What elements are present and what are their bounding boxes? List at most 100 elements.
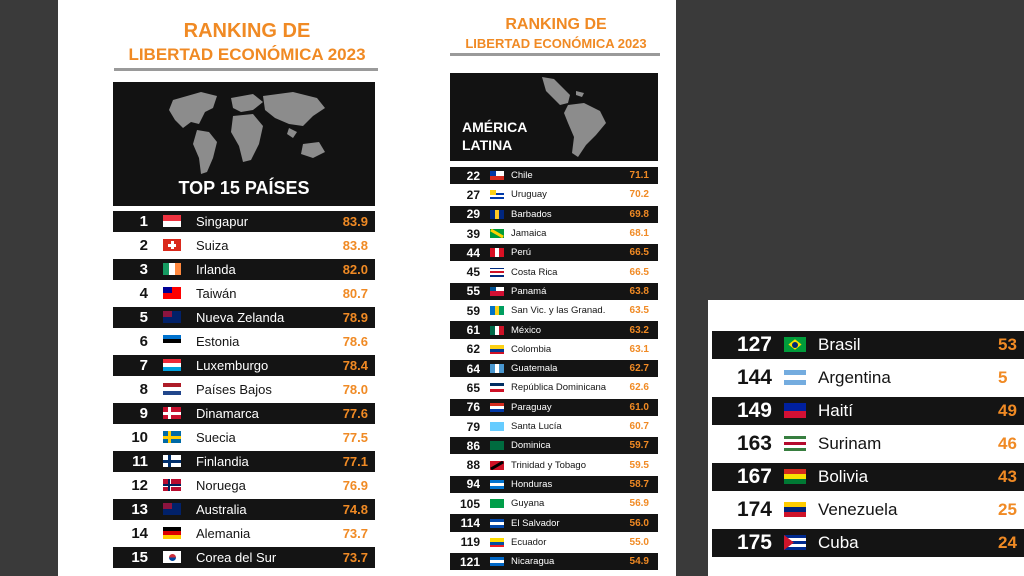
score-value: 80.7 — [342, 285, 368, 301]
table-row: 121 Nicaragua 54.9 — [450, 553, 658, 571]
luxembourg-flag-icon — [163, 359, 181, 371]
latam-continuation-panel: 127 Brasil 53 144 Argentina 5 149 Haití 49 163 Sur… — [708, 300, 1024, 576]
score-value: 60.7 — [629, 421, 649, 433]
score-value: 59.5 — [629, 459, 649, 471]
paraguay-flag-icon — [490, 402, 504, 412]
table-row: 86 Dominica 59.7 — [450, 437, 658, 455]
panel-title-line1: RANKING DE — [505, 16, 607, 33]
score-value: 73.7 — [342, 525, 368, 541]
rank-number: 94 — [466, 477, 480, 492]
finland-flag-icon — [163, 455, 181, 467]
score-value: 63.5 — [629, 305, 649, 317]
south-korea-flag-icon — [163, 551, 181, 563]
score-value: 46 — [998, 433, 1017, 453]
country-name: Brasil — [818, 334, 861, 354]
table-row: 61 México 63.2 — [450, 321, 658, 339]
table-row: 163 Surinam 46 — [712, 429, 1024, 458]
country-name: Barbados — [511, 208, 552, 220]
argentina-flag-icon — [784, 370, 806, 385]
table-row: 6 Estonia 78.6 — [113, 330, 375, 352]
country-name: Estonia — [196, 333, 240, 349]
score-value: 78.6 — [342, 333, 368, 349]
country-name: Jamaica — [511, 228, 547, 240]
table-row: 64 Guatemala 62.7 — [450, 360, 658, 378]
score-value: 66.5 — [629, 247, 649, 259]
score-value: 61.0 — [629, 401, 649, 413]
panama-flag-icon — [490, 286, 504, 296]
rank-number: 55 — [466, 284, 480, 299]
st-vincent-flag-icon — [490, 306, 504, 316]
title-underline — [114, 68, 378, 71]
country-name: Chile — [511, 170, 533, 182]
table-row: 149 Haití 49 — [712, 396, 1024, 425]
score-value: 55.0 — [629, 536, 649, 548]
rank-number: 22 — [466, 168, 480, 183]
guatemala-flag-icon — [490, 364, 504, 374]
panel-title-line1: RANKING DE — [183, 20, 311, 42]
country-name: Guatemala — [511, 363, 558, 375]
rank-number: 167 — [736, 464, 772, 488]
ecuador-flag-icon — [490, 537, 504, 547]
table-row: 3 Irlanda 82.0 — [113, 258, 375, 280]
table-row: 174 Venezuela 25 — [712, 495, 1024, 524]
table-row: 44 Perú 66.5 — [450, 244, 658, 262]
country-name: Finlandia — [196, 453, 249, 469]
country-name: San Vic. y las Granad. — [511, 305, 606, 317]
rank-number: 144 — [736, 365, 772, 389]
colombia-flag-icon — [490, 344, 504, 354]
table-row: 27 Uruguay 70.2 — [450, 186, 658, 204]
country-name: Australia — [196, 501, 247, 517]
country-name: Luxemburgo — [196, 357, 269, 373]
score-value: 24 — [998, 532, 1017, 552]
saint-lucia-flag-icon — [490, 422, 504, 432]
country-name: Guyana — [511, 498, 545, 510]
rank-number: 114 — [460, 516, 480, 531]
table-row: 11 Finlandia 77.1 — [113, 450, 375, 472]
score-value: 62.7 — [629, 363, 649, 375]
singapore-flag-icon — [163, 215, 181, 227]
rank-number: 79 — [466, 419, 480, 434]
table-row: 22 Chile 71.1 — [450, 167, 658, 185]
rank-number: 88 — [466, 458, 480, 473]
rank-number: 29 — [466, 207, 480, 222]
rank-number: 4 — [139, 284, 148, 302]
table-row: 12 Noruega 76.9 — [113, 474, 375, 496]
country-name: Nueva Zelanda — [196, 309, 285, 325]
score-value: 63.2 — [629, 324, 649, 336]
country-name: Irlanda — [196, 261, 236, 277]
panel-title-line2: LIBERTAD ECONÓMICA 2023 — [128, 45, 366, 64]
rank-number: 45 — [466, 265, 480, 280]
rank-number: 62 — [466, 342, 480, 357]
bolivia-flag-icon — [784, 469, 806, 484]
country-name: República Dominicana — [511, 382, 607, 394]
rank-number: 3 — [139, 260, 148, 278]
table-row: 59 San Vic. y las Granad. 63.5 — [450, 302, 658, 320]
country-name: Dominica — [511, 440, 551, 452]
table-row: 175 Cuba 24 — [712, 528, 1024, 557]
country-name: Noruega — [196, 477, 246, 493]
country-name: Ecuador — [511, 536, 547, 548]
table-row: 1 Singapur 83.9 — [113, 210, 375, 232]
score-value: 53 — [998, 334, 1017, 354]
country-name: Singapur — [196, 213, 249, 229]
taiwan-flag-icon — [163, 287, 181, 299]
rank-number: 9 — [139, 404, 148, 422]
rank-number: 27 — [466, 187, 480, 202]
germany-flag-icon — [163, 527, 181, 539]
dominica-flag-icon — [490, 441, 504, 451]
rank-number: 76 — [466, 400, 480, 415]
score-value: 77.5 — [342, 429, 368, 445]
score-value: 56.0 — [629, 517, 649, 529]
ireland-flag-icon — [163, 263, 181, 275]
score-value: 58.7 — [629, 478, 649, 490]
rank-number: 65 — [466, 380, 480, 395]
table-row: 167 Bolivia 43 — [712, 462, 1024, 491]
country-name: Alemania — [196, 525, 251, 541]
rank-number: 44 — [466, 245, 480, 260]
table-row: 13 Australia 74.8 — [113, 498, 375, 520]
map-caption: TOP 15 PAÍSES — [178, 178, 310, 198]
table-row: 127 Brasil 53 — [712, 330, 1024, 359]
rank-number: 1 — [139, 212, 148, 230]
world-map: TOP 15 PAÍSES — [113, 82, 375, 206]
table-row: 94 Honduras 58.7 — [450, 475, 658, 494]
